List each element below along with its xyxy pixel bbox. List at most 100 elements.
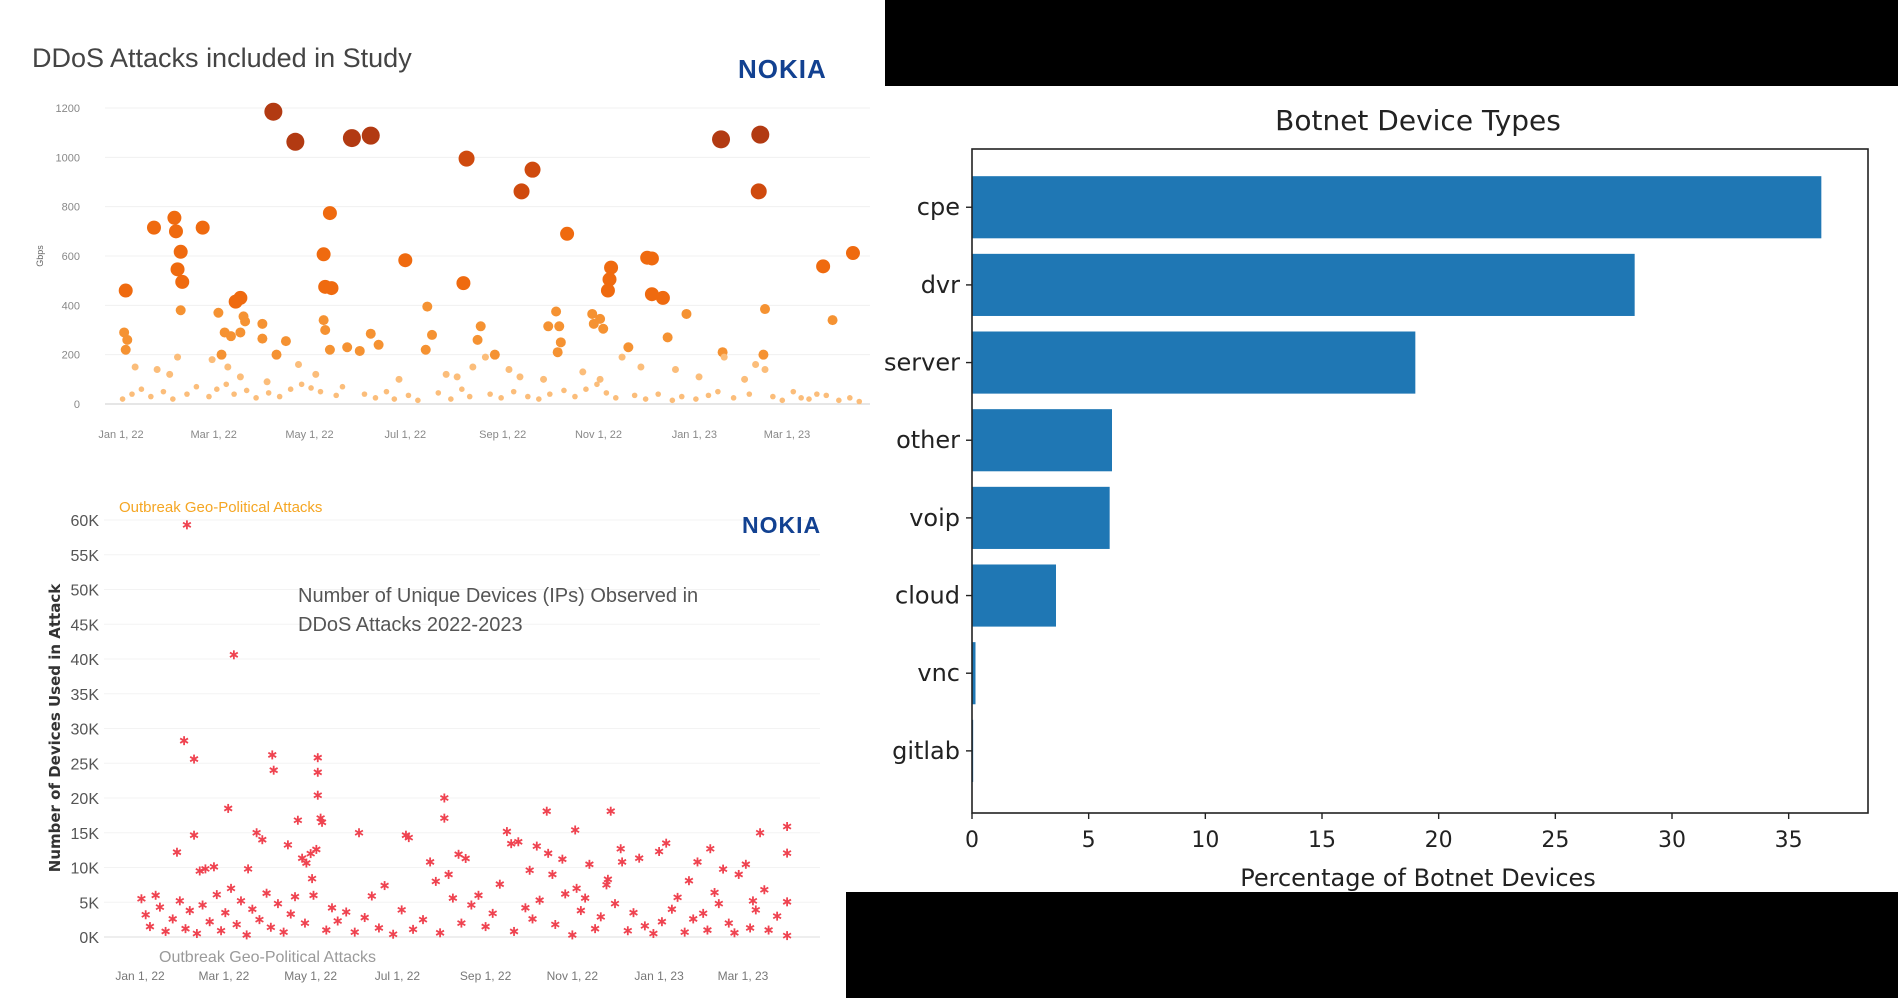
data-point [595, 313, 606, 324]
data-point [264, 102, 283, 121]
y-tick-label: other [896, 426, 960, 454]
axes-frame [971, 148, 1869, 814]
data-point [459, 386, 465, 393]
data-point [631, 392, 638, 399]
annotation-top: Outbreak Geo-Political Attacks [119, 499, 322, 516]
data-point-asterisk [137, 894, 146, 904]
data-point [720, 353, 728, 361]
botnet-device-types-chart: Botnet Device Types cpe dvr server other voi… [885, 104, 1869, 892]
data-point-asterisk [634, 853, 644, 863]
data-point [560, 226, 575, 241]
data-point-asterisk [461, 853, 471, 863]
data-point [540, 375, 548, 383]
data-point-asterisk [741, 859, 751, 869]
y-tick-label: 0 [74, 399, 80, 411]
data-point-asterisk [290, 892, 300, 902]
x-tick-label: Mar 1, 22 [190, 429, 236, 441]
data-point [456, 276, 471, 291]
y-axis-label: Gbps [35, 245, 45, 267]
data-point-asterisk [216, 926, 226, 936]
data-point-asterisk [300, 918, 310, 928]
data-point-asterisk [734, 869, 744, 879]
data-point-asterisk [388, 929, 398, 939]
data-point [655, 290, 670, 305]
data-point-asterisk [782, 931, 792, 941]
y-tick-label: 200 [62, 350, 80, 362]
data-point-asterisk [302, 858, 311, 868]
y-tick-label: 600 [62, 251, 80, 263]
data-point-asterisk [439, 793, 449, 803]
y-tick-label: 45K [71, 617, 100, 634]
y-tick-label: voip [909, 504, 960, 532]
data-point-asterisk [185, 906, 195, 916]
data-point [678, 393, 685, 400]
data-point-asterisk [567, 930, 577, 940]
data-point-asterisk [688, 914, 698, 924]
data-point [228, 294, 243, 309]
data-point-asterisk [367, 891, 377, 901]
data-point [489, 349, 500, 360]
data-point-asterisk [543, 848, 553, 858]
data-point [752, 361, 760, 369]
data-point [354, 345, 365, 356]
data-point [712, 130, 731, 149]
data-point [320, 325, 331, 335]
y-tick-label: 25K [71, 756, 100, 773]
x-tick-label: 5 [1082, 828, 1096, 853]
data-point-asterisk [509, 926, 519, 936]
data-point [286, 132, 305, 151]
x-tick-label: 15 [1308, 828, 1336, 853]
data-point-asterisk [408, 924, 418, 934]
data-point-asterisk [309, 890, 318, 900]
data-point-asterisk [560, 889, 570, 899]
data-point [263, 378, 271, 386]
data-point [365, 328, 376, 339]
data-point [372, 395, 379, 401]
data-point-asterisk [201, 864, 210, 874]
data-point [806, 396, 812, 402]
data-point [524, 161, 541, 178]
data-point-asterisk [223, 803, 233, 813]
data-point [138, 386, 145, 393]
data-point-asterisk [220, 908, 230, 918]
data-point [166, 370, 174, 378]
data-point-asterisk [457, 918, 466, 928]
x-tick-label: 30 [1658, 828, 1686, 853]
data-point-asterisk [397, 905, 407, 915]
x-axis-label: Percentage of Botnet Devices [1240, 864, 1596, 892]
data-point [324, 281, 339, 296]
data-point [398, 253, 413, 268]
bar-voip [972, 486, 1110, 549]
data-point [294, 361, 302, 369]
data-point-asterisk [341, 907, 351, 917]
data-point [174, 353, 182, 361]
data-point [420, 344, 431, 355]
data-point-asterisk [172, 847, 182, 857]
x-tick-label: Jul 1, 22 [385, 429, 427, 441]
data-point [547, 391, 553, 397]
data-point-asterisk [141, 910, 151, 920]
data-point-asterisk [182, 520, 192, 530]
data-point [642, 396, 649, 402]
data-point-asterisk [616, 844, 626, 854]
data-point [170, 396, 176, 402]
data-point-asterisk [212, 890, 222, 900]
data-point [758, 349, 769, 360]
data-point [231, 391, 237, 397]
data-point [594, 381, 600, 388]
data-point [814, 391, 820, 397]
data-point-asterisk [724, 918, 734, 928]
data-point [469, 363, 477, 371]
data-point [487, 391, 493, 397]
data-point-asterisk [550, 919, 560, 929]
data-point [170, 262, 185, 277]
data-point-asterisk [333, 916, 343, 926]
data-point [644, 287, 659, 302]
data-point [391, 396, 398, 402]
data-point-asterisk [495, 879, 505, 889]
data-point-asterisk [640, 921, 650, 931]
x-tick-label: 20 [1425, 828, 1453, 853]
data-point [555, 337, 566, 348]
